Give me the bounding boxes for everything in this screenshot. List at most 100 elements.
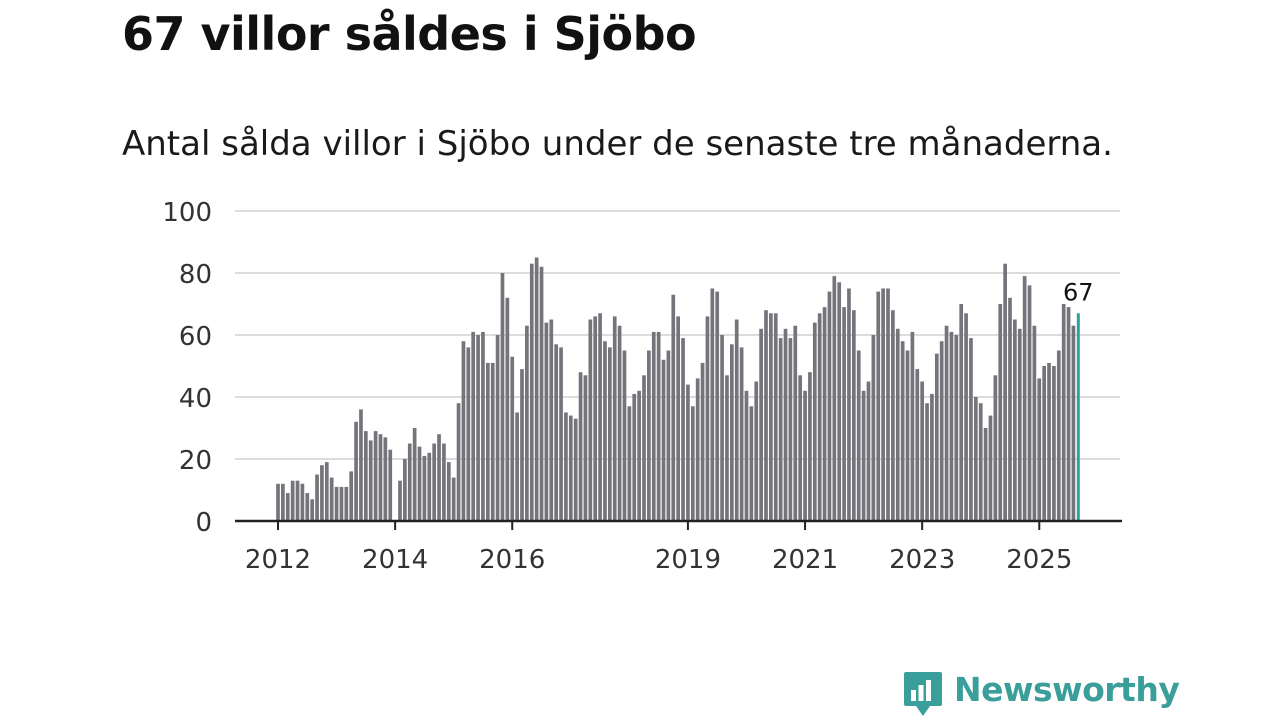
bar bbox=[305, 493, 310, 521]
bar bbox=[769, 313, 773, 521]
bar bbox=[891, 310, 895, 521]
bar bbox=[690, 406, 695, 521]
bar bbox=[1003, 263, 1007, 521]
bar bbox=[793, 325, 798, 521]
bar bbox=[998, 304, 1003, 521]
bar bbox=[988, 415, 993, 521]
bar bbox=[632, 393, 637, 521]
bar bbox=[544, 322, 549, 521]
bar bbox=[598, 313, 602, 521]
bar bbox=[432, 443, 437, 521]
bar bbox=[583, 375, 588, 521]
bar bbox=[939, 341, 944, 521]
bar bbox=[856, 350, 861, 521]
bar bbox=[661, 359, 666, 521]
bar bbox=[642, 375, 646, 521]
bar bbox=[515, 412, 519, 521]
bar bbox=[827, 291, 832, 521]
bar bbox=[1032, 325, 1037, 521]
bar bbox=[832, 276, 837, 521]
bar bbox=[281, 483, 285, 521]
bar bbox=[744, 390, 749, 521]
bar bbox=[603, 341, 607, 521]
bar bbox=[788, 338, 793, 521]
bar bbox=[842, 307, 846, 521]
bar bbox=[783, 328, 788, 521]
bar bbox=[539, 266, 544, 521]
bar bbox=[705, 316, 710, 521]
bar bbox=[373, 431, 378, 521]
bar bbox=[476, 335, 480, 521]
bar bbox=[627, 406, 632, 521]
bar bbox=[388, 449, 393, 521]
bar bbox=[442, 443, 446, 521]
bar-chart: 0 20 40 60 80 100 2012 2014 2016 2019 2021 2023 202… bbox=[162, 198, 1122, 575]
x-tick-label: 2012 bbox=[245, 545, 311, 575]
bar bbox=[554, 344, 559, 521]
x-tick-label: 2014 bbox=[362, 545, 428, 575]
bar bbox=[671, 294, 676, 521]
bar bbox=[959, 304, 964, 521]
bar bbox=[759, 328, 763, 521]
bar bbox=[734, 319, 739, 521]
bar bbox=[437, 434, 441, 521]
bar bbox=[315, 474, 319, 521]
bar bbox=[320, 465, 324, 521]
bar bbox=[715, 291, 720, 521]
bar bbox=[559, 347, 563, 521]
bar bbox=[871, 335, 876, 521]
bar bbox=[534, 257, 539, 521]
bar bbox=[505, 297, 510, 521]
bar bbox=[725, 375, 729, 521]
bar bbox=[344, 486, 349, 521]
bar bbox=[695, 378, 700, 521]
bar bbox=[749, 406, 754, 521]
bar bbox=[773, 313, 778, 521]
bar bbox=[954, 335, 959, 521]
newsworthy-logo: Newsworthy bbox=[902, 670, 1180, 720]
bar bbox=[525, 325, 529, 521]
bar bbox=[564, 412, 568, 521]
bar bbox=[481, 331, 485, 521]
bar bbox=[930, 393, 934, 521]
bar bbox=[407, 443, 412, 521]
bar bbox=[573, 418, 578, 521]
bar bbox=[588, 319, 593, 521]
bar bbox=[866, 381, 871, 521]
bar bbox=[656, 331, 661, 521]
bar bbox=[847, 288, 851, 521]
bar bbox=[861, 390, 866, 521]
x-tick-label: 2025 bbox=[1006, 545, 1072, 575]
bar bbox=[915, 369, 920, 521]
bar bbox=[510, 356, 515, 521]
bar bbox=[378, 434, 383, 521]
bar bbox=[290, 480, 295, 521]
bar bbox=[417, 446, 422, 521]
bar bbox=[466, 347, 471, 521]
bar bbox=[681, 338, 685, 521]
bar bbox=[403, 459, 407, 521]
bar bbox=[1066, 307, 1071, 521]
bar bbox=[363, 431, 368, 521]
bar bbox=[359, 409, 363, 521]
bar bbox=[637, 390, 641, 521]
y-tick-label: 20 bbox=[179, 446, 212, 476]
bar bbox=[471, 331, 476, 521]
bar bbox=[549, 319, 554, 521]
bar bbox=[520, 369, 524, 521]
bar bbox=[886, 288, 890, 521]
bar bbox=[944, 325, 949, 521]
bar bbox=[276, 483, 280, 521]
bar bbox=[910, 331, 915, 521]
bar bbox=[451, 477, 456, 521]
bar bbox=[1027, 285, 1032, 521]
bar-chart-speech-bubble-icon bbox=[904, 672, 942, 716]
bar bbox=[1008, 297, 1012, 521]
bar bbox=[295, 480, 300, 521]
bar bbox=[568, 415, 573, 521]
x-tick-label: 2021 bbox=[772, 545, 838, 575]
y-tick-label: 40 bbox=[179, 384, 212, 414]
bar bbox=[622, 350, 627, 521]
bar bbox=[300, 483, 305, 521]
bar bbox=[368, 440, 373, 521]
